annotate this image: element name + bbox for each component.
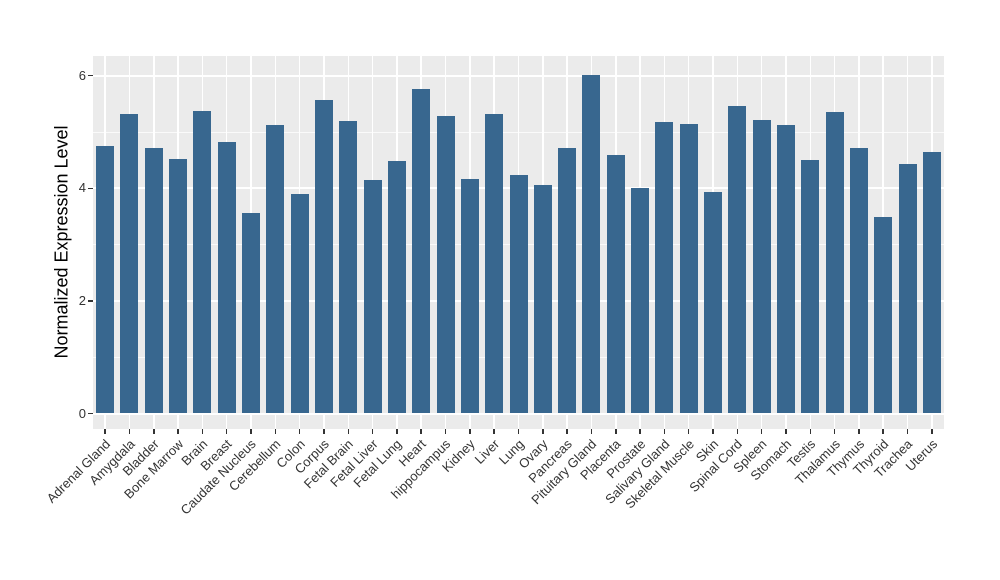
x-tick-mark	[493, 429, 495, 434]
bar-amygdala	[120, 113, 139, 414]
gridline-major	[93, 412, 944, 415]
x-tick-mark	[225, 429, 228, 434]
bar-bone-marrow	[169, 159, 188, 414]
bar-caudate-nucleus	[242, 213, 261, 414]
y-tick-label: 6	[78, 67, 86, 83]
bar-thalamus	[825, 111, 844, 414]
bar-testis	[801, 160, 820, 414]
bar-trachea	[898, 163, 917, 414]
bar-hippocampus	[436, 115, 455, 414]
x-tick-mark	[663, 429, 666, 434]
x-tick-mark	[371, 429, 374, 434]
x-tick-mark	[736, 429, 739, 434]
bar-pancreas	[558, 147, 577, 414]
y-tick-mark	[88, 412, 93, 415]
x-tick-mark	[785, 429, 787, 434]
bar-adrenal-gland	[96, 146, 115, 414]
bar-prostate	[631, 187, 650, 414]
x-tick-mark	[420, 429, 422, 434]
x-tick-mark	[542, 429, 544, 434]
x-tick-mark	[882, 429, 884, 434]
bar-pituitary-gland	[582, 74, 601, 414]
bar-stomach	[776, 125, 795, 414]
x-tick-label: Liver	[471, 436, 503, 467]
x-tick-mark	[833, 429, 836, 434]
bar-thymus	[849, 147, 868, 414]
x-tick-mark	[639, 429, 641, 434]
bar-fetal-lung	[387, 161, 406, 414]
x-tick-mark	[858, 429, 860, 434]
bar-ovary	[533, 185, 552, 414]
x-tick-mark	[201, 429, 204, 434]
x-tick-mark	[687, 429, 690, 434]
bar-breast	[217, 141, 236, 414]
gridline-major	[93, 74, 944, 77]
x-tick-mark	[104, 429, 106, 434]
x-tick-mark	[590, 429, 593, 434]
bar-kidney	[460, 178, 479, 414]
bar-colon	[290, 194, 309, 414]
x-tick-mark	[469, 429, 471, 434]
bar-thyroid	[874, 217, 893, 414]
bar-liver	[485, 113, 504, 414]
y-tick-label: 2	[78, 292, 86, 308]
x-tick-mark	[153, 429, 155, 434]
y-tick-label: 0	[78, 405, 86, 421]
y-tick-mark	[88, 300, 93, 302]
bar-brain	[193, 110, 212, 414]
y-tick-label: 4	[78, 180, 86, 196]
x-tick-mark	[274, 429, 277, 434]
x-tick-mark	[566, 429, 568, 434]
x-tick-mark	[347, 429, 350, 434]
y-axis-title: Normalized Expression Level	[51, 125, 72, 359]
gridline-minor	[93, 131, 944, 133]
bar-bladder	[144, 147, 163, 414]
bar-corpus	[314, 99, 333, 414]
bar-spleen	[752, 119, 771, 414]
x-tick-mark	[809, 429, 812, 434]
x-tick-mark	[298, 429, 301, 434]
bar-placenta	[606, 155, 625, 414]
y-tick-mark	[88, 187, 93, 190]
bar-heart	[412, 88, 431, 414]
y-tick-mark	[88, 74, 93, 77]
plot-area	[93, 56, 944, 429]
bar-lung	[509, 174, 528, 414]
x-tick-mark	[444, 429, 447, 434]
x-tick-mark	[760, 429, 763, 434]
x-tick-mark	[931, 429, 933, 434]
bar-cerebellum	[266, 124, 285, 414]
x-tick-mark	[177, 429, 179, 434]
bar-fetal-brain	[339, 121, 358, 414]
x-tick-mark	[250, 429, 252, 434]
bar-salivary-gland	[655, 121, 674, 414]
x-tick-mark	[128, 429, 131, 434]
bar-fetal-liver	[363, 180, 382, 414]
x-tick-mark	[712, 429, 714, 434]
bar-spinal-cord	[728, 106, 747, 414]
x-tick-mark	[517, 429, 520, 434]
x-tick-mark	[615, 429, 617, 434]
x-tick-mark	[906, 429, 909, 434]
bar-skeletal-muscle	[679, 123, 698, 414]
bar-skin	[704, 192, 722, 414]
bar-uterus	[922, 151, 941, 414]
x-tick-mark	[396, 429, 398, 434]
x-tick-mark	[323, 429, 325, 434]
